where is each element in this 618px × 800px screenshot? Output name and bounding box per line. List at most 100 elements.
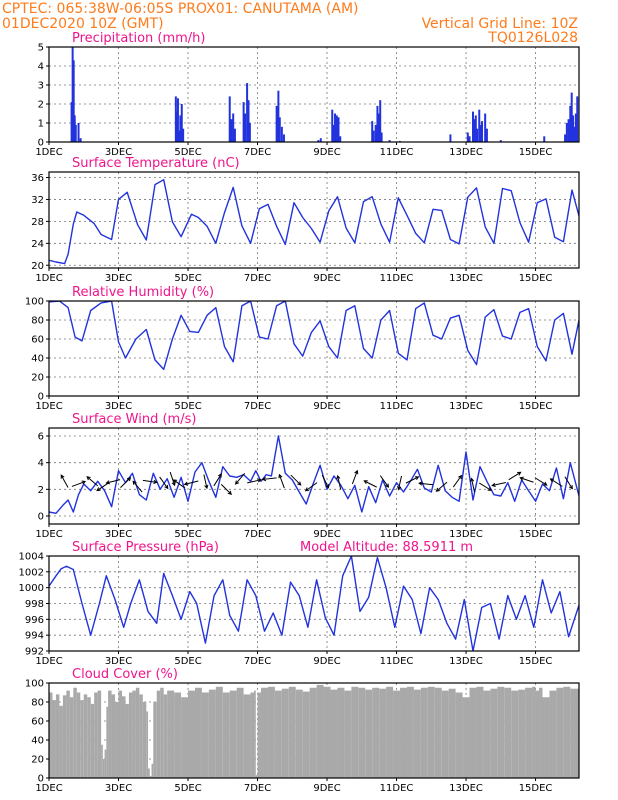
wind-arrow-head <box>470 477 475 483</box>
cloud-cover-bar <box>455 692 463 778</box>
cloud-cover-bar <box>483 690 491 778</box>
wind-arrow <box>508 471 521 481</box>
precip-bar <box>449 134 452 142</box>
x-tick-label: 13DEC <box>449 401 483 412</box>
precip-bar <box>182 128 185 142</box>
cloud-cover-bar <box>101 744 103 778</box>
precip-bar <box>472 111 474 142</box>
panel-data <box>70 47 579 142</box>
precip-bar <box>317 140 320 142</box>
x-tick-label: 13DEC <box>449 656 483 667</box>
y-tick-label: 20 <box>31 373 44 384</box>
precip-bar <box>332 124 335 142</box>
cloud-cover-bar <box>174 692 182 778</box>
wind-arrow-head <box>234 480 240 485</box>
precip-bar <box>71 47 74 142</box>
y-tick-label: 20 <box>31 261 44 272</box>
cloud-cover-bar <box>511 690 519 778</box>
x-tick-label: 13DEC <box>449 529 483 540</box>
cloud-cover-bar <box>149 776 152 778</box>
header-location: CPTEC: 065:38W-06:05S PROX01: CANUTAMA (… <box>2 1 359 17</box>
y-tick-label: 80 <box>31 316 44 327</box>
precip-bar <box>319 138 322 142</box>
cloud-cover-bar <box>400 687 407 778</box>
cloud-cover-bar <box>142 702 147 778</box>
wind-arrow <box>96 482 109 491</box>
cloud-cover-bar <box>76 692 81 778</box>
wind-arrow-head <box>81 480 87 485</box>
wind-arrow <box>71 481 86 487</box>
y-tick-label: 80 <box>31 698 44 709</box>
precip-bar <box>242 102 245 142</box>
precip-bar <box>572 115 575 142</box>
cloud-cover-bar <box>146 711 149 778</box>
cloud-cover-bar <box>194 687 202 778</box>
wind-arrow <box>534 477 547 486</box>
y-tick-label: 40 <box>31 354 44 365</box>
panel-title: Cloud Cover (%) <box>72 667 178 682</box>
wind-arrow <box>379 475 389 488</box>
x-tick-label: 5DEC <box>174 273 201 284</box>
y-tick-label: 0 <box>38 392 44 403</box>
y-tick-label: 996 <box>25 615 44 626</box>
precip-bar <box>79 138 82 142</box>
y-tick-label: 1002 <box>19 567 44 578</box>
cloud-cover-bar <box>222 692 230 778</box>
wind-arrow-head <box>60 474 65 479</box>
wind-arrow <box>220 484 232 495</box>
precip-bar <box>275 105 278 142</box>
cloud-cover-bar <box>539 687 543 778</box>
cloud-cover-bar <box>160 687 164 778</box>
cloud-cover-bar <box>295 689 303 778</box>
cloud-cover-bar <box>254 690 256 778</box>
panel-temp: Surface Temperature (nC) 20 24 28 32 36 1DEC 3D… <box>31 156 580 284</box>
x-tick-label: 13DEC <box>449 273 483 284</box>
precip-bar <box>282 134 285 142</box>
wind-arrow-head <box>418 481 423 486</box>
precip-bar <box>565 123 568 142</box>
cloud-cover-bar <box>532 686 536 778</box>
cloud-cover-bar <box>281 688 289 778</box>
x-tick-label: 7DEC <box>244 273 271 284</box>
header-run-date: 01DEC2020 10Z (GMT) <box>2 16 164 32</box>
x-tick-label: 5DEC <box>174 401 201 412</box>
y-tick-label: 20 <box>31 755 44 766</box>
cloud-cover-bar <box>393 690 401 778</box>
cloud-cover-bar <box>525 687 533 778</box>
cloud-cover-bar <box>535 690 540 778</box>
wind-arrow-head <box>204 484 209 490</box>
cloud-cover-bar <box>542 697 550 778</box>
wind-arrow <box>142 479 157 483</box>
cloud-cover-bar <box>167 690 175 778</box>
wind-arrow <box>173 479 186 489</box>
wind-arrow <box>520 477 534 483</box>
cloud-cover-bar <box>90 703 95 778</box>
precip-bar <box>479 124 482 142</box>
wind-arrow-head <box>105 480 111 485</box>
precip-bar <box>466 132 469 142</box>
precip-bar <box>176 98 179 142</box>
wind-arrow-head <box>543 481 548 486</box>
cloud-cover-bar <box>111 694 116 778</box>
cloud-cover-bar <box>476 686 484 778</box>
wind-arrow-head <box>354 469 359 475</box>
y-tick-label: 1004 <box>19 552 44 563</box>
cloud-cover-bar <box>518 689 526 778</box>
y-tick-label: 2 <box>38 100 44 111</box>
panel-rh: Relative Humidity (%) 0 20 40 60 80 100 1DEC 3DE… <box>25 285 580 412</box>
cloud-cover-bar <box>108 690 112 778</box>
wind-arrow <box>86 476 99 487</box>
y-tick-label: 4 <box>38 458 44 469</box>
cloud-cover-bar <box>413 689 421 778</box>
cloud-cover-bar <box>229 690 237 778</box>
x-tick-label: 15DEC <box>519 401 553 412</box>
precip-bar <box>478 109 481 142</box>
cloud-cover-bar <box>87 697 91 778</box>
cloud-cover-bar <box>55 694 60 778</box>
cloud-cover-bar <box>255 775 258 778</box>
panel-annotation: Model Altitude: 88.5911 m <box>300 540 473 555</box>
y-tick-label: 4 <box>38 62 44 73</box>
cloud-cover-bar <box>49 692 53 778</box>
x-tick-label: 11DEC <box>380 147 414 158</box>
